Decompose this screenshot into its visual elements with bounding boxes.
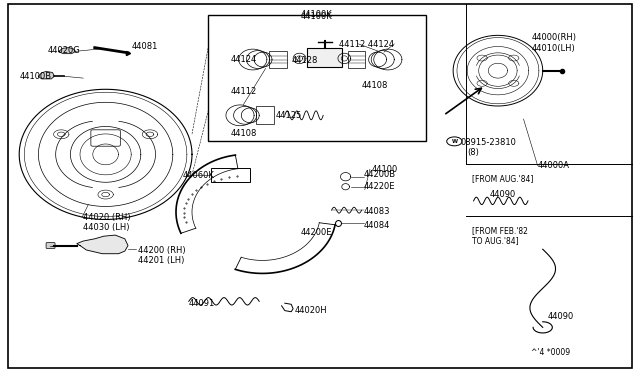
Text: 44108: 44108 [230,129,257,138]
Text: 44000(RH): 44000(RH) [531,33,576,42]
Text: 44112 44124: 44112 44124 [339,40,394,49]
Text: 44201 (LH): 44201 (LH) [138,256,184,265]
Text: 44200B: 44200B [364,170,396,179]
Text: 44125: 44125 [275,111,301,120]
Text: [FROM AUG.'84]: [FROM AUG.'84] [472,174,534,183]
Text: 44010(LH): 44010(LH) [531,44,575,53]
Bar [211,168,250,182]
FancyBboxPatch shape [91,130,120,146]
Text: 44100B: 44100B [19,72,51,81]
Bar [348,51,365,68]
Text: 44200 (RH): 44200 (RH) [138,246,185,255]
Text: TO AUG.'84]: TO AUG.'84] [472,237,519,246]
Text: 44108: 44108 [362,81,388,90]
Text: 44100K: 44100K [301,10,333,19]
Bar [208,15,426,141]
Text: 08915-23810: 08915-23810 [461,138,516,147]
Text: 44112: 44112 [230,87,257,96]
Text: 44060K: 44060K [182,171,214,180]
Bar [269,51,287,68]
Polygon shape [59,48,76,54]
Text: 44124: 44124 [230,55,257,64]
Bar [307,48,342,67]
Text: 44090: 44090 [490,190,516,199]
Bar [256,106,274,124]
Text: 44020G: 44020G [48,46,81,55]
Text: 44091: 44091 [189,299,215,308]
Text: 44020H: 44020H [294,306,327,315]
Text: 44030 (LH): 44030 (LH) [83,223,130,232]
Text: 44100: 44100 [371,165,397,174]
Text: 44020 (RH): 44020 (RH) [83,213,131,222]
Text: 44084: 44084 [364,221,390,230]
Polygon shape [38,71,54,79]
Text: 44000A: 44000A [538,161,570,170]
Text: 44128: 44128 [291,56,317,65]
Text: 44220E: 44220E [364,182,395,191]
Text: W: W [451,139,458,144]
Text: 44081: 44081 [131,42,157,51]
Text: (8): (8) [467,148,479,157]
Text: [FROM FEB.'82: [FROM FEB.'82 [472,226,528,235]
Text: ^'4 *0009: ^'4 *0009 [531,348,570,357]
Text: 44090: 44090 [547,312,573,321]
Text: 44100K: 44100K [301,12,333,21]
Text: 44200E: 44200E [301,228,332,237]
Polygon shape [77,235,128,254]
Text: 44083: 44083 [364,207,390,216]
FancyBboxPatch shape [46,243,55,248]
